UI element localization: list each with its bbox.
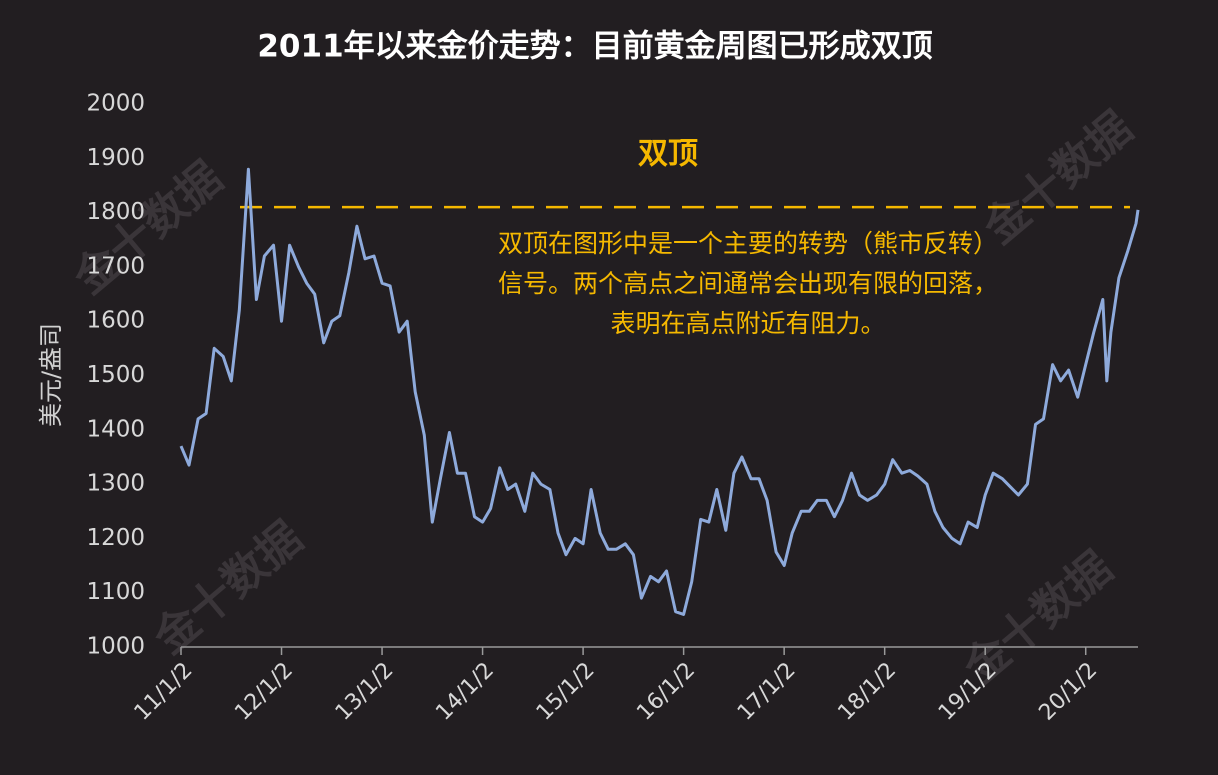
y-axis-label: 美元/盎司: [37, 323, 65, 427]
y-tick-label: 1300: [86, 471, 145, 497]
y-tick-label: 1200: [86, 525, 145, 551]
y-tick-label: 1900: [86, 145, 145, 171]
x-tick-label: 18/1/2: [833, 658, 901, 726]
annotation: 信号。两个高点之间通常会出现有限的回落，: [498, 269, 998, 298]
x-tick-label: 13/1/2: [331, 658, 399, 726]
chart-title: 2011年以来金价走势：目前黄金周图已形成双顶: [257, 29, 932, 65]
x-tick-label: 12/1/2: [230, 658, 298, 726]
x-tick-label: 16/1/2: [632, 658, 700, 726]
y-tick-label: 1700: [86, 253, 145, 279]
y-tick-label: 1600: [86, 308, 145, 334]
x-tick-label: 20/1/2: [1034, 658, 1102, 726]
watermark: 金十数据: [64, 152, 232, 305]
x-tick-label: 17/1/2: [733, 658, 801, 726]
y-tick-label: 1000: [86, 634, 145, 660]
x-tick-label: 15/1/2: [532, 658, 600, 726]
watermark: 金十数据: [144, 512, 312, 665]
y-tick-label: 1500: [86, 362, 145, 388]
x-tick-label: 11/1/2: [130, 658, 198, 726]
watermark: 金十数据: [974, 102, 1142, 255]
annotation: 双顶在图形中是一个主要的转势（熊市反转）: [498, 229, 998, 258]
price-line: [179, 167, 1140, 616]
y-tick-label: 1100: [86, 579, 145, 605]
y-tick-label: 1800: [86, 199, 145, 225]
annotation: 表明在高点附近有阻力。: [610, 309, 885, 338]
y-tick-label: 1400: [86, 416, 145, 442]
y-tick-label: 2000: [86, 91, 145, 117]
reference-label: 双顶: [638, 137, 698, 172]
x-tick-label: 14/1/2: [431, 658, 499, 726]
